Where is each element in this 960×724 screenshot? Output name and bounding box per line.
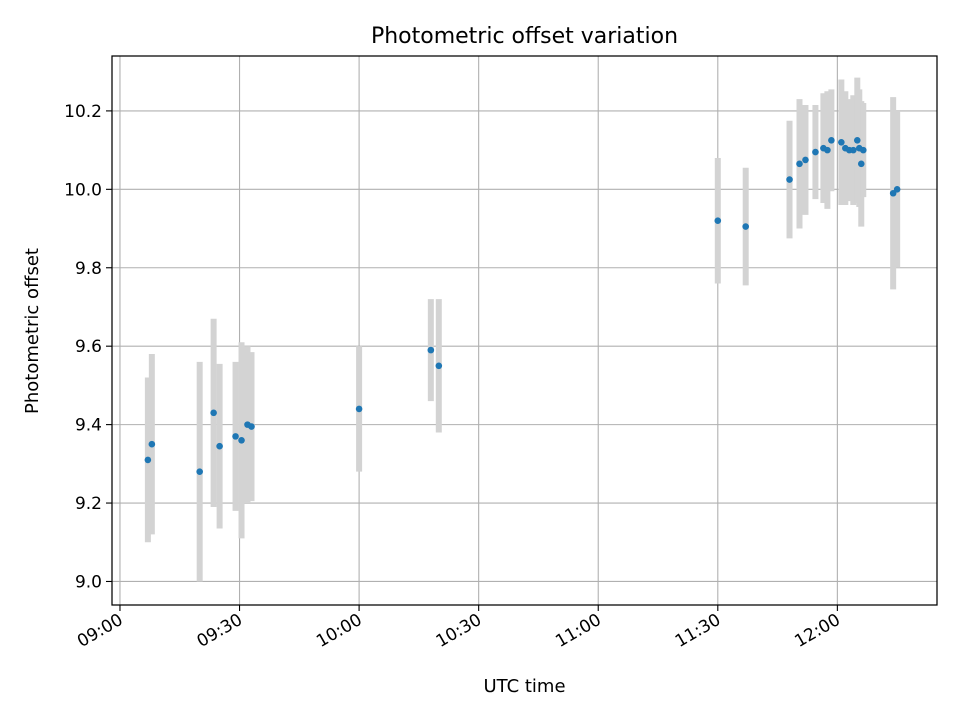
data-point xyxy=(196,468,203,475)
data-point xyxy=(796,160,803,168)
data-point xyxy=(850,146,857,154)
x-tick-label: 11:00 xyxy=(552,610,604,652)
data-point xyxy=(714,217,722,224)
data-point xyxy=(824,146,831,154)
data-point xyxy=(893,186,901,193)
x-tick-label: 12:00 xyxy=(791,610,843,652)
x-tick-label: 09:00 xyxy=(74,610,126,652)
data-point xyxy=(838,138,845,146)
y-tick-label: 9.4 xyxy=(75,416,102,436)
axis-ticks: 09:00 09:30 10:00 10:30 11:00 11:30 12:00 9.0 9.… xyxy=(64,102,844,652)
data-point xyxy=(828,137,835,144)
data-point xyxy=(238,437,245,444)
data-point xyxy=(853,137,861,144)
x-tick-label: 09:30 xyxy=(194,610,246,652)
y-tick-label: 9.6 xyxy=(75,337,102,357)
data-point xyxy=(857,160,865,168)
data-points xyxy=(144,137,901,475)
y-tick-label: 9.2 xyxy=(75,494,102,514)
data-point xyxy=(144,456,152,464)
data-point xyxy=(248,423,255,430)
x-tick-label: 11:30 xyxy=(672,610,724,652)
data-point xyxy=(210,409,217,417)
y-tick-label: 10.0 xyxy=(64,180,102,200)
x-tick-label: 10:30 xyxy=(433,610,485,652)
data-point xyxy=(435,362,443,370)
data-point xyxy=(742,223,749,230)
plot-frame xyxy=(111,55,938,606)
data-point xyxy=(812,148,819,156)
x-tick-label: 10:00 xyxy=(313,610,365,652)
data-point xyxy=(216,442,223,450)
data-point xyxy=(148,440,156,448)
data-point xyxy=(786,176,793,183)
data-point xyxy=(232,433,239,440)
x-axis-label: UTC time xyxy=(483,676,565,697)
y-tick-label: 9.8 xyxy=(75,259,102,279)
data-point xyxy=(355,405,363,413)
y-axis-label: Photometric offset xyxy=(22,248,43,414)
data-point xyxy=(427,346,435,354)
error-bars xyxy=(144,77,901,582)
data-point xyxy=(802,156,809,164)
chart-title: Photometric offset variation xyxy=(371,24,678,49)
y-tick-label: 10.2 xyxy=(64,102,102,122)
y-tick-label: 9.0 xyxy=(75,572,102,592)
data-point xyxy=(859,146,867,154)
